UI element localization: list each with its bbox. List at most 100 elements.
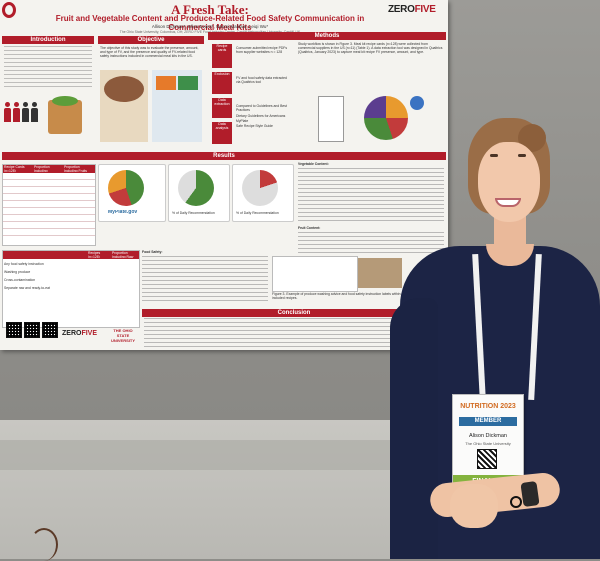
table-header-row [3,251,139,259]
qr-code-icon [24,322,40,338]
safety-col-raw: Proportion Including Raw Produce [112,251,134,258]
fruit-content-heading: Fruit Content: [298,226,321,230]
safety-row-4: Separate raw and ready-to-eat [4,286,50,290]
flow-note-4: Dietary Guidelines for Americans [236,114,286,118]
dish-photo [104,76,144,102]
name-badge: NUTRITION 2023 MEMBER Alison Dickman The… [452,394,524,490]
table-row [3,215,95,222]
food-safety-table [2,250,140,328]
results-header: Results [2,152,446,160]
fruit-content-text [298,232,444,256]
vegetable-content-heading: Vegetable Content: [298,162,329,166]
vegetable-content-text [298,168,444,224]
food-safety-text [142,256,268,304]
qr-code-icon [6,322,22,338]
clasped-hands [450,484,498,528]
table-col-fruits: Proportion Including Fruits [64,165,87,172]
right-eye [518,154,526,157]
table-row [3,229,95,236]
methods-text: Study workflow is shown in Figure 3. Mea… [298,42,443,55]
data-tool-screenshot [318,96,344,142]
five-text: FIVE [414,4,436,15]
flow-step-extraction: Data extraction [212,98,232,118]
zero-five-logo: ZEROFIVE [388,4,436,15]
figure-caption: Figure 3. Example of produce washing adv… [272,292,401,301]
presenter: NUTRITION 2023 MEMBER Alison Dickman The… [390,118,600,559]
person-icon [13,102,20,122]
badge-name: Alison Dickman [469,433,507,439]
food-safety-figure [272,256,358,292]
introduction-header: Introduction [2,36,94,44]
face [478,142,540,222]
results-table-1 [2,164,96,246]
flow-note-6: Safe Recipe Style Guide [236,124,273,128]
fruit-pie-label: % of Daily Recommendation [236,211,279,215]
recipe-photo [358,258,402,288]
person-icon [31,102,38,122]
table-row [3,201,95,208]
flow-note-2: FV and food safety data extracted via Qu… [236,76,287,85]
conclusion-header: Conclusion [142,309,446,317]
zero-five-logo-bottom: ZEROFIVE [62,330,97,337]
flow-step-analysis: Data analysis [212,122,232,144]
population-icon-group [4,92,42,122]
zero-text: ZERO [388,4,415,15]
objective-header: Objective [98,36,204,44]
vegetable-pie-label: % of Daily Recommendation [172,211,215,215]
methods-header: Methods [208,32,446,40]
dairy-circle-icon [410,96,424,110]
dish-photo-3 [178,76,198,90]
food-safety-heading: Food Safety: [142,250,163,254]
myplate-pie [108,170,144,206]
osu-logo [2,2,36,30]
safety-col-recipes: Recipes (n=128) [88,251,101,258]
floor-cable [30,528,58,561]
poster-subtitle: Fruit and Vegetable Content and Produce-… [55,14,365,32]
table-row [3,194,95,201]
zero-text: ZERO [62,330,82,337]
badge-org: The Ohio State University [465,441,511,446]
badge-event-logo: NUTRITION 2023 [460,403,516,410]
poster-authors: Allison Dickman*, Ellen Evans*, Naomi Ma… [151,24,269,29]
table-row [3,180,95,187]
safety-row-2: Washing produce [4,270,31,274]
table-row [3,208,95,215]
table-row [3,187,95,194]
badge-role: MEMBER [459,417,517,426]
fruit-recommendation-pie [242,170,278,206]
myplate-pie-icon [364,96,408,140]
person-icon [4,102,11,122]
table-col-vegetables: Proportion Including Vegetables [34,165,50,172]
flow-note-5: MyPlate [236,119,249,123]
produce-icon [52,96,78,106]
five-text: FIVE [81,330,98,337]
poster-header: A Fresh Take: Fruit and Vegetable Conten… [0,0,448,34]
smartwatch-icon [520,481,540,507]
osu-logo-bottom: THE OHIO STATE UNIVERSITY [110,328,135,343]
osu-o-icon [2,2,16,18]
table-row [3,173,95,180]
safety-row-3: Cross-contamination [4,278,36,282]
objective-text: The objective of this study was to evalu… [100,46,199,59]
flow-note-1: Consumer-submitted recipe PDFs from supp… [236,46,288,55]
person-icon [22,102,29,122]
left-eye [490,154,498,157]
left-arm [390,298,438,559]
flow-note-3: Compared to Guidelines and Best Practice… [236,104,287,113]
flow-step-exclusion: Exclusion [212,72,232,94]
myplate-label: MyPlate.gov [108,210,138,215]
table-header-row [3,165,95,173]
poster-title: A Fresh Take: [171,2,249,17]
research-poster: A Fresh Take: Fruit and Vegetable Conten… [0,0,448,350]
table-col-recipes: Recipe Cards (n=128) [4,165,25,172]
table-row [3,222,95,229]
dish-photo-2 [156,76,176,90]
vegetable-recommendation-pie [178,170,214,206]
neckline [486,244,534,266]
flow-step-recipe-cards: Recipe cards [212,44,232,68]
badge-qr-icon [477,449,497,469]
qr-code-icon [42,322,58,338]
introduction-text [4,46,92,88]
bracelet [510,496,522,508]
safety-row-1: Any food safety instruction [4,262,44,266]
